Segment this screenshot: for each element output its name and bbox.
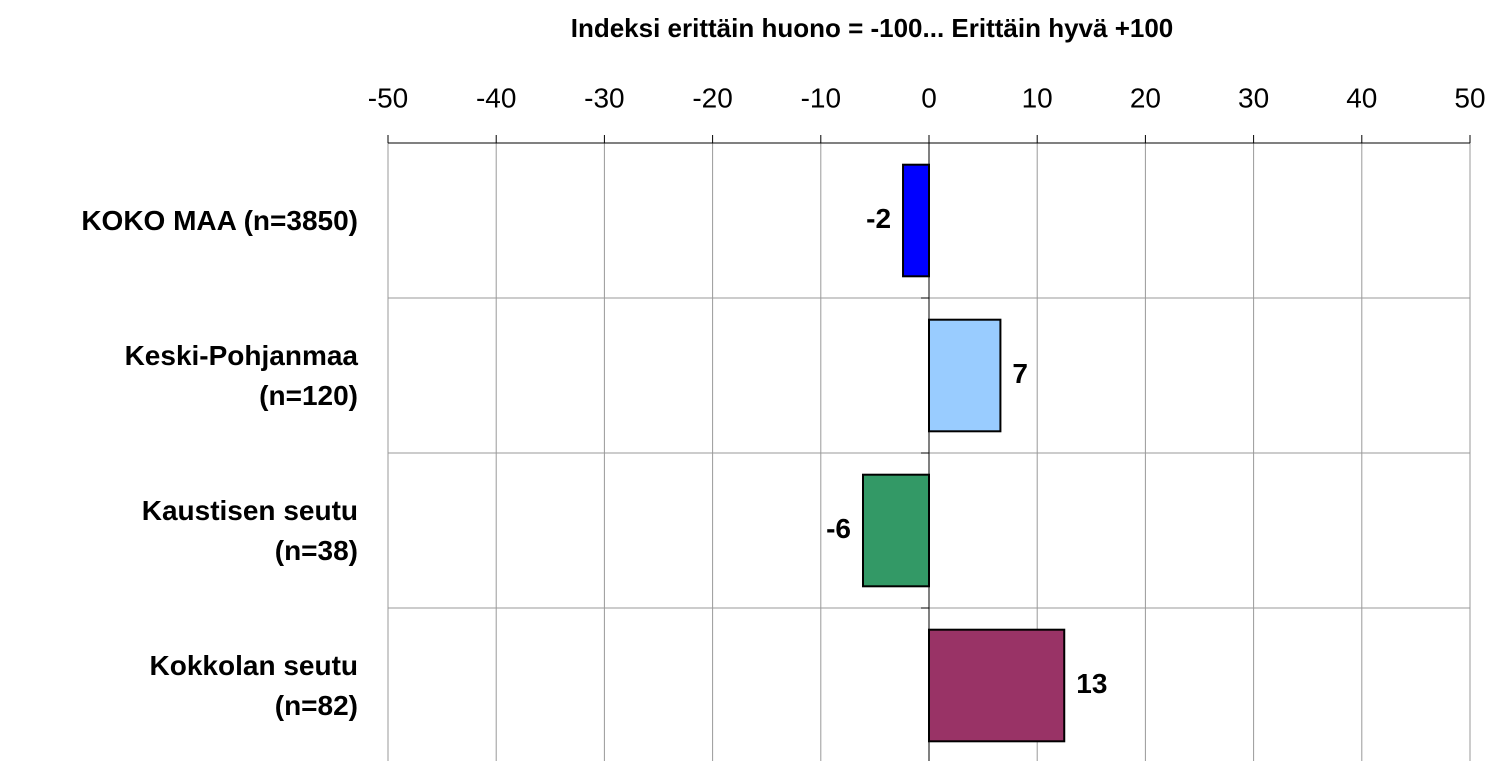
y-tick-label: Kokkolan seutu (n=82) — [149, 649, 358, 721]
x-tick-label: -50 — [368, 82, 408, 113]
value-label: 13 — [1076, 668, 1107, 699]
x-tick-label: -30 — [584, 82, 624, 113]
bar — [861, 473, 930, 588]
x-tick-label: -10 — [801, 82, 841, 113]
value-label: -2 — [866, 203, 891, 234]
chart-title: Indeksi erittäin huono = -100... Erittäi… — [571, 13, 1174, 43]
y-tick-label: KOKO MAA (n=3850) — [81, 204, 358, 236]
value-label: -6 — [826, 513, 851, 544]
x-tick-label: 0 — [921, 82, 937, 113]
x-tick-label: -40 — [476, 82, 516, 113]
y-tick-label: Keski-Pohjanmaa (n=120) — [124, 339, 358, 411]
value-label: 7 — [1012, 358, 1028, 389]
y-tick-label: Kaustisen seutu (n=38) — [141, 494, 358, 566]
x-tick-label: 50 — [1454, 82, 1485, 113]
x-tick-label: 20 — [1130, 82, 1161, 113]
x-tick-label: 40 — [1346, 82, 1377, 113]
x-tick-label: 10 — [1022, 82, 1053, 113]
x-tick-label: 30 — [1238, 82, 1269, 113]
x-tick-label: -20 — [692, 82, 732, 113]
bar — [902, 163, 930, 278]
bar — [928, 318, 1002, 433]
bar — [928, 628, 1066, 743]
